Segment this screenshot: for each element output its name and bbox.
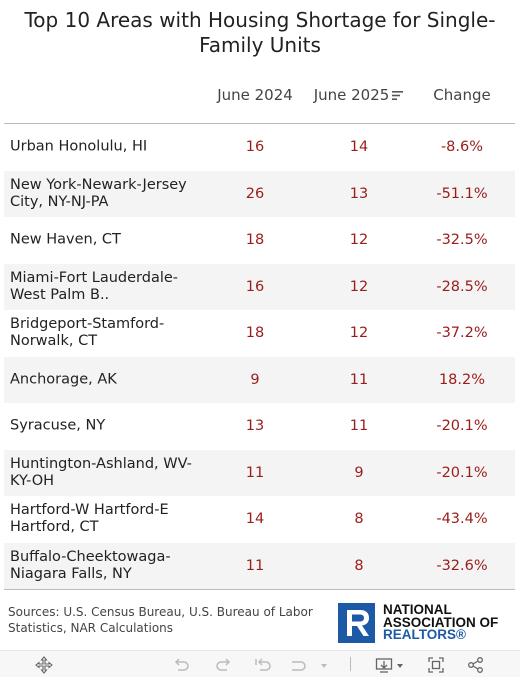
change-value: -8.6% bbox=[440, 139, 484, 156]
table-body: Urban Honolulu, HI 16 14 -8.6% New York-Newa… bbox=[4, 124, 515, 589]
change-value: -32.6% bbox=[436, 557, 488, 574]
change-value: -20.1% bbox=[436, 464, 488, 481]
table-row[interactable]: Buffalo-Cheektowaga-Niagara Falls, NY 11 8… bbox=[4, 542, 515, 589]
table-row[interactable]: New Haven, CT 18 12 -32.5% bbox=[4, 217, 515, 264]
column-header-june-2024[interactable]: June 2024 bbox=[217, 86, 293, 104]
area-name: Buffalo-Cheektowaga-Niagara Falls, NY bbox=[10, 548, 171, 582]
chart-title: Top 10 Areas with Housing Shortage for S… bbox=[24, 8, 496, 57]
change-value: -51.1% bbox=[436, 185, 488, 202]
column-header-june-2025[interactable]: June 2025 bbox=[304, 86, 414, 104]
change-value: -37.2% bbox=[436, 325, 488, 342]
table-row[interactable]: Huntington-Ashland, WV-KY-OH 11 9 -20.1% bbox=[4, 449, 515, 496]
reset-icon[interactable] bbox=[253, 655, 273, 675]
table-row[interactable]: Miami-Fort Lauderdale-West Palm B.. 16 12 -… bbox=[4, 263, 515, 310]
fullscreen-icon[interactable] bbox=[426, 655, 446, 675]
column-header-june-2025-label: June 2025 bbox=[313, 86, 390, 104]
june-2025-value: 12 bbox=[349, 325, 369, 342]
june-2024-value: 26 bbox=[245, 185, 265, 202]
table-row[interactable]: Hartford-W Hartford-E Hartford, CT 14 8 -43… bbox=[4, 496, 515, 543]
june-2025-value: 14 bbox=[349, 139, 369, 156]
table-header: June 2024 June 2025 Change bbox=[0, 86, 520, 108]
june-2025-value: 11 bbox=[349, 371, 369, 388]
june-2024-value: 13 bbox=[245, 418, 265, 435]
logo-line-1: NATIONAL bbox=[383, 602, 452, 617]
undo-icon[interactable] bbox=[172, 655, 192, 675]
june-2025-value: 9 bbox=[354, 464, 364, 481]
toolbar-separator bbox=[350, 657, 351, 671]
area-name: Huntington-Ashland, WV-KY-OH bbox=[10, 455, 192, 489]
june-2024-value: 16 bbox=[245, 278, 265, 295]
june-2024-value: 9 bbox=[250, 371, 260, 388]
share-icon[interactable] bbox=[466, 655, 486, 675]
june-2024-value: 16 bbox=[245, 139, 265, 156]
table-row[interactable]: New York-Newark-Jersey City, NY-NJ-PA 26 1… bbox=[4, 170, 515, 217]
change-value: -28.5% bbox=[436, 278, 488, 295]
june-2025-value: 12 bbox=[349, 232, 369, 249]
june-2025-value: 8 bbox=[354, 511, 364, 528]
change-value: -20.1% bbox=[436, 418, 488, 435]
june-2024-value: 18 bbox=[245, 232, 265, 249]
area-name: Miami-Fort Lauderdale-West Palm B.. bbox=[10, 269, 179, 303]
change-value: 18.2% bbox=[438, 371, 486, 388]
table-row[interactable]: Syracuse, NY 13 11 -20.1% bbox=[4, 403, 515, 450]
june-2025-value: 11 bbox=[349, 418, 369, 435]
column-header-change[interactable]: Change bbox=[433, 86, 491, 104]
june-2024-value: 14 bbox=[245, 511, 265, 528]
forward-icon[interactable] bbox=[290, 655, 330, 675]
logo-line-3: REALTORS® bbox=[383, 627, 466, 642]
area-name: Hartford-W Hartford-E Hartford, CT bbox=[10, 502, 169, 536]
area-name: New York-Newark-Jersey City, NY-NJ-PA bbox=[10, 176, 187, 210]
download-icon[interactable] bbox=[375, 655, 407, 675]
change-value: -32.5% bbox=[436, 232, 488, 249]
nar-r-mark-icon bbox=[338, 603, 375, 643]
june-2025-value: 13 bbox=[349, 185, 369, 202]
june-2024-value: 11 bbox=[245, 557, 265, 574]
sort-descending-icon[interactable] bbox=[392, 87, 404, 100]
footer-divider bbox=[4, 589, 515, 590]
june-2025-value: 12 bbox=[349, 278, 369, 295]
change-value: -43.4% bbox=[436, 511, 488, 528]
logo-line-2: ASSOCIATION OF bbox=[383, 614, 499, 630]
area-name: Urban Honolulu, HI bbox=[10, 138, 148, 155]
move-icon[interactable] bbox=[34, 655, 54, 675]
table-row[interactable]: Urban Honolulu, HI 16 14 -8.6% bbox=[4, 124, 515, 171]
area-name: Bridgeport-Stamford-Norwalk, CT bbox=[10, 316, 165, 350]
june-2024-value: 18 bbox=[245, 325, 265, 342]
header-divider bbox=[4, 123, 515, 124]
area-name: Syracuse, NY bbox=[10, 417, 106, 434]
nar-logo[interactable]: NATIONAL ASSOCIATION OF REALTORS® bbox=[338, 603, 518, 643]
area-name: New Haven, CT bbox=[10, 231, 121, 248]
redo-icon[interactable] bbox=[213, 655, 233, 675]
june-2025-value: 8 bbox=[354, 557, 364, 574]
june-2024-value: 11 bbox=[245, 464, 265, 481]
nar-logo-text: NATIONAL ASSOCIATION OF REALTORS® bbox=[383, 602, 499, 642]
table-row[interactable]: Anchorage, AK 9 11 18.2% bbox=[4, 356, 515, 403]
toolbar bbox=[0, 650, 520, 677]
source-note: Sources: U.S. Census Bureau, U.S. Bureau… bbox=[8, 605, 313, 635]
table-row[interactable]: Bridgeport-Stamford-Norwalk, CT 18 12 -37.2… bbox=[4, 310, 515, 357]
area-name: Anchorage, AK bbox=[10, 371, 117, 388]
